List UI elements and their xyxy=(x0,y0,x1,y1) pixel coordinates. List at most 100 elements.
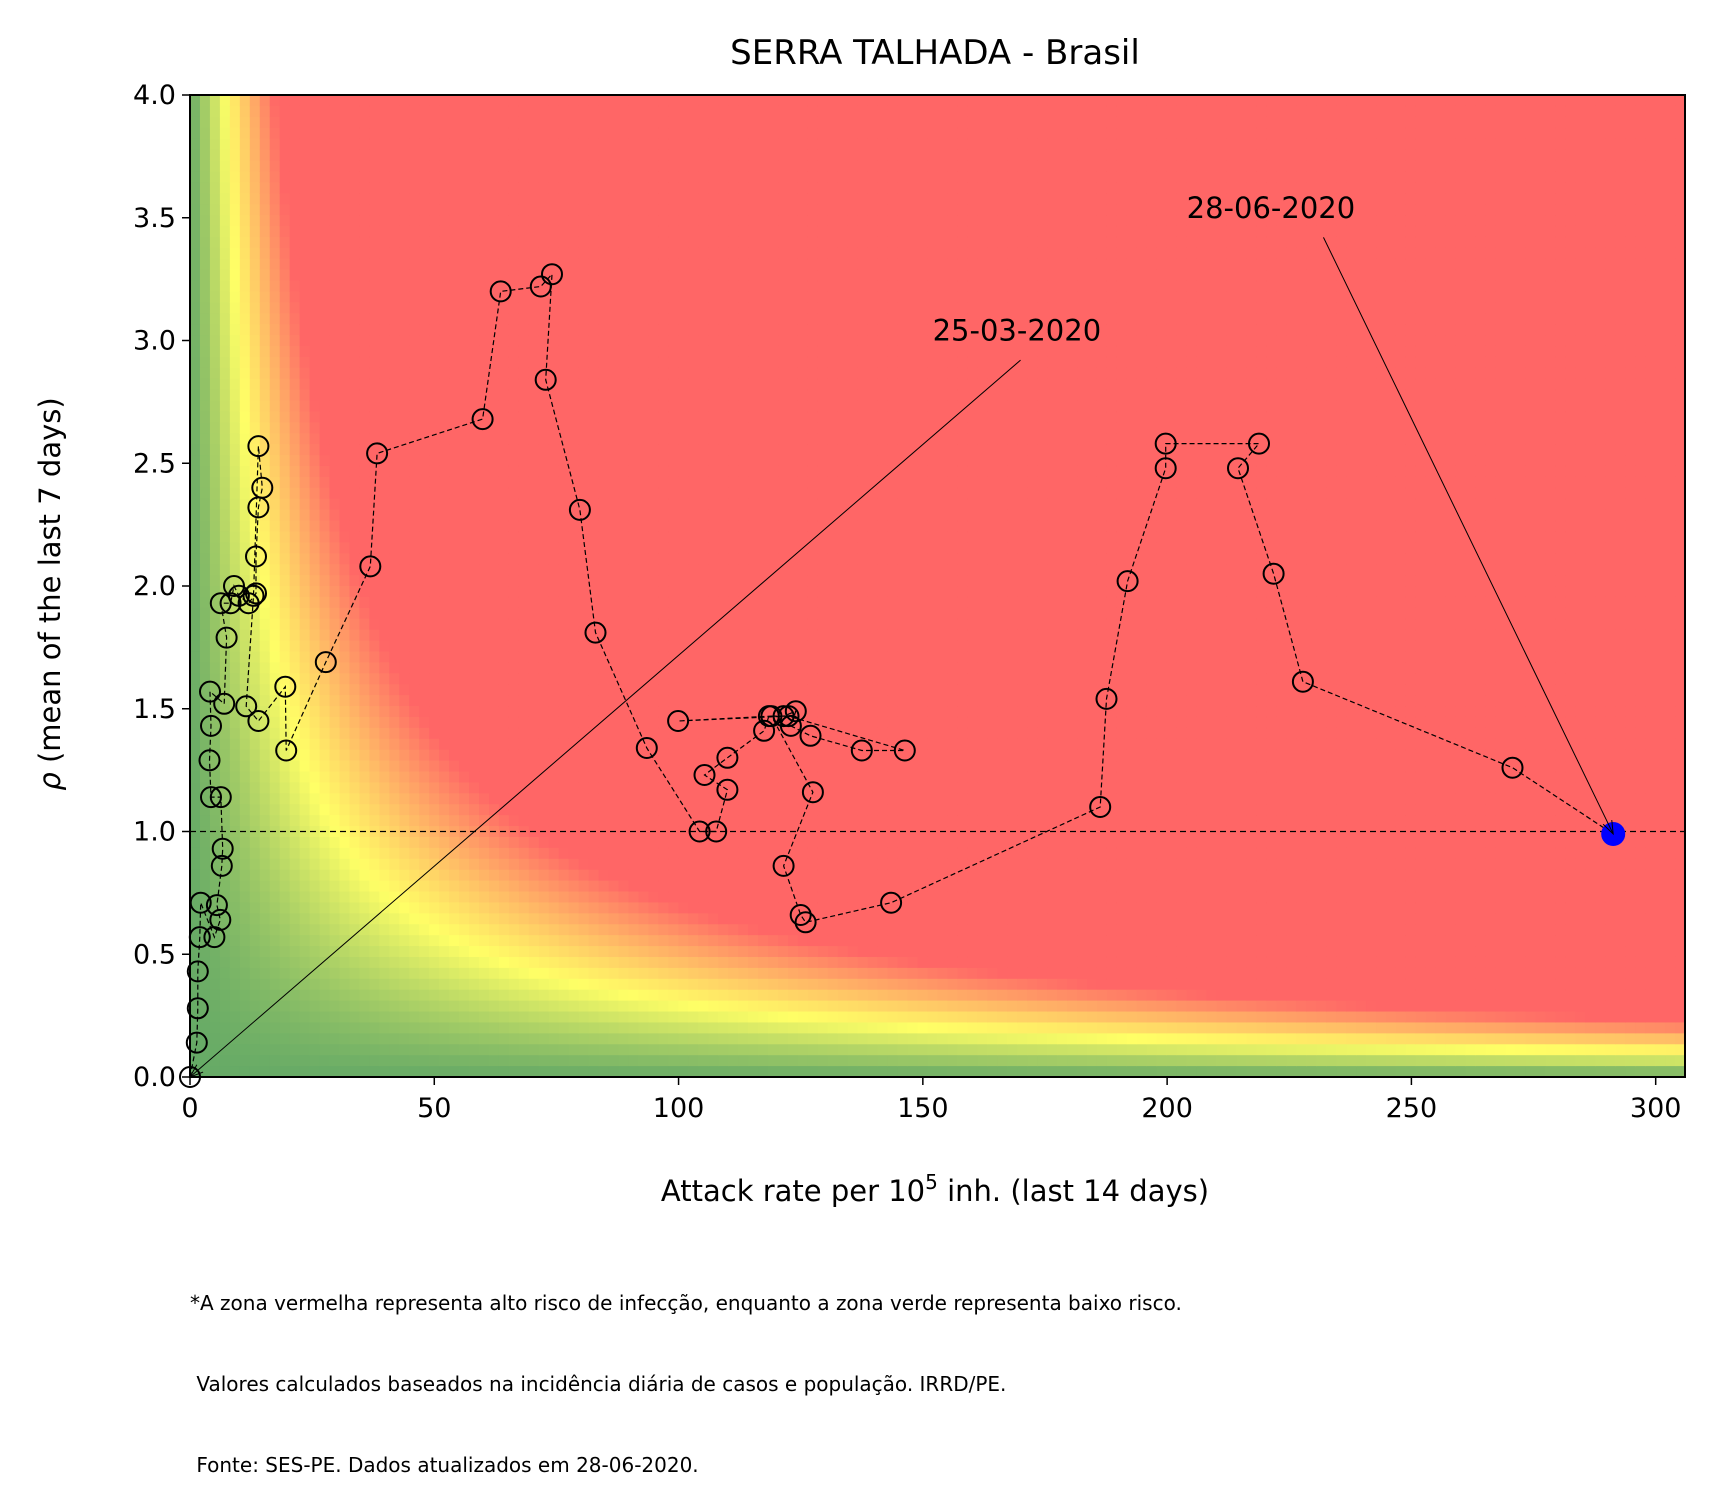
heatmap-cell xyxy=(598,269,610,282)
heatmap-cell xyxy=(469,891,480,904)
heatmap-cell xyxy=(638,913,650,925)
heatmap-cell xyxy=(718,738,729,751)
heatmap-cell xyxy=(489,967,500,980)
heatmap-cell xyxy=(389,684,400,696)
heatmap-cell xyxy=(449,880,460,893)
heatmap-cell xyxy=(419,913,430,925)
heatmap-cell xyxy=(638,760,650,773)
heatmap-cell xyxy=(229,793,241,805)
heatmap-cell xyxy=(548,1055,560,1067)
heatmap-cell xyxy=(299,127,311,140)
heatmap-cell xyxy=(608,782,620,794)
heatmap-cell xyxy=(538,247,550,260)
heatmap-cell xyxy=(498,935,510,947)
heatmap-cell xyxy=(578,193,590,205)
heatmap-cell xyxy=(259,95,271,107)
heatmap-cell xyxy=(568,793,580,805)
heatmap-cell xyxy=(588,149,600,162)
heatmap-cell xyxy=(708,476,719,489)
heatmap-cell xyxy=(548,313,560,325)
heatmap-cell xyxy=(498,989,510,1002)
heatmap-cell xyxy=(568,564,580,576)
heatmap-cell xyxy=(369,302,380,314)
heatmap-cell xyxy=(588,716,600,729)
heatmap-cell xyxy=(190,182,201,194)
heatmap-cell xyxy=(648,520,660,533)
heatmap-cell xyxy=(309,989,321,1002)
heatmap-cell xyxy=(289,531,301,543)
heatmap-cell xyxy=(508,607,520,620)
heatmap-cell xyxy=(498,640,510,653)
heatmap-cell xyxy=(558,258,570,271)
heatmap-cell xyxy=(568,280,580,292)
heatmap-cell xyxy=(608,586,620,598)
heatmap-cell xyxy=(648,149,660,162)
heatmap-cell xyxy=(299,411,311,423)
heatmap-cell xyxy=(449,487,460,500)
heatmap-cell xyxy=(239,476,251,489)
heatmap-cell xyxy=(239,367,251,380)
heatmap-cell xyxy=(289,378,301,391)
heatmap-cell xyxy=(449,760,460,773)
heatmap-cell xyxy=(548,913,560,925)
heatmap-cell xyxy=(429,782,440,794)
heatmap-cell xyxy=(638,575,650,587)
heatmap-cell xyxy=(449,204,460,216)
heatmap-cell xyxy=(419,858,430,871)
heatmap-cell xyxy=(479,193,490,205)
heatmap-cell xyxy=(479,1011,490,1024)
heatmap-cell xyxy=(289,1066,301,1077)
heatmap-cell xyxy=(369,171,380,183)
heatmap-cell xyxy=(219,444,231,456)
heatmap-cell xyxy=(518,607,530,620)
heatmap-cell xyxy=(508,127,520,140)
heatmap-cell xyxy=(688,149,699,162)
heatmap-cell xyxy=(598,465,610,478)
heatmap-cell xyxy=(698,673,709,685)
heatmap-cell xyxy=(219,978,231,991)
heatmap-cell xyxy=(249,225,261,238)
heatmap-cell xyxy=(319,411,331,423)
heatmap-cell xyxy=(479,793,490,805)
heatmap-cell xyxy=(688,596,699,609)
heatmap-cell xyxy=(688,891,699,904)
heatmap-cell xyxy=(608,1022,620,1034)
heatmap-cell xyxy=(239,269,251,282)
heatmap-cell xyxy=(229,782,241,794)
heatmap-cell xyxy=(379,618,390,631)
heatmap-cell xyxy=(538,553,550,565)
heatmap-cell xyxy=(568,1011,580,1024)
heatmap-cell xyxy=(419,1000,430,1013)
heatmap-cell xyxy=(688,716,699,729)
heatmap-cell xyxy=(439,498,450,511)
heatmap-cell xyxy=(319,444,331,456)
heatmap-cell xyxy=(648,433,660,445)
heatmap-cell xyxy=(339,280,351,292)
heatmap-cell xyxy=(269,509,281,522)
heatmap-cell xyxy=(638,891,650,904)
heatmap-cell xyxy=(339,378,351,391)
heatmap-cell xyxy=(648,836,660,849)
heatmap-cell xyxy=(658,204,669,216)
heatmap-cell xyxy=(299,662,311,674)
heatmap-cell xyxy=(439,902,450,914)
heatmap-cell xyxy=(229,1011,241,1024)
heatmap-cell xyxy=(588,553,600,565)
heatmap-cell xyxy=(190,793,201,805)
heatmap-cell xyxy=(708,1022,719,1034)
heatmap-cell xyxy=(369,989,380,1002)
heatmap-cell xyxy=(528,847,540,860)
heatmap-cell xyxy=(498,105,510,118)
heatmap-cell xyxy=(219,727,231,740)
heatmap-cell xyxy=(668,880,679,893)
heatmap-cell xyxy=(558,116,570,129)
heatmap-cell xyxy=(548,716,560,729)
heatmap-cell xyxy=(528,1055,540,1067)
heatmap-cell xyxy=(578,858,590,871)
heatmap-cell xyxy=(299,1044,311,1056)
heatmap-cell xyxy=(648,487,660,500)
heatmap-cell xyxy=(239,1066,251,1077)
heatmap-cell xyxy=(618,465,630,478)
heatmap-cell xyxy=(190,596,201,609)
heatmap-cell xyxy=(608,520,620,533)
